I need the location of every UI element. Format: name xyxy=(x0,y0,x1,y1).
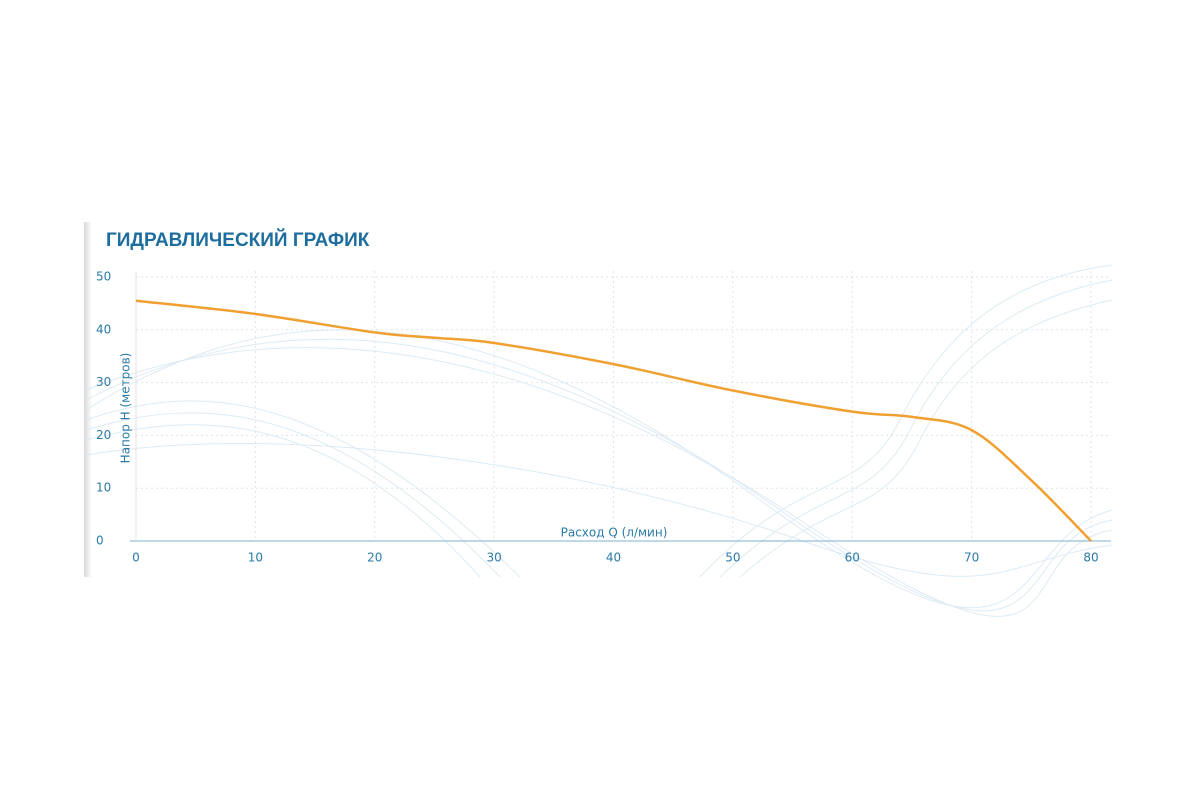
data-line xyxy=(135,299,1092,542)
y-tick-label: 40 xyxy=(96,322,111,336)
x-tick-label: 40 xyxy=(606,551,621,565)
x-tick-label: 0 xyxy=(132,551,140,565)
y-tick-label: 10 xyxy=(96,481,111,495)
y-tick-label: 20 xyxy=(96,428,111,442)
x-tick-label: 60 xyxy=(845,551,860,565)
y-tick-label: 50 xyxy=(96,270,111,284)
background-waves xyxy=(85,264,1113,617)
x-tick-label: 70 xyxy=(964,551,979,565)
y-axis-label: Напор Н (метров) xyxy=(119,353,133,464)
x-tick-label: 50 xyxy=(725,551,740,565)
x-tick-label: 30 xyxy=(486,551,501,565)
x-tick-label: 80 xyxy=(1083,551,1098,565)
y-tick-label: 0 xyxy=(96,534,104,548)
x-tick-label: 20 xyxy=(367,551,382,565)
chart-title: ГИДРАВЛИЧЕСКИЙ ГРАФИК xyxy=(106,229,370,251)
x-tick-label: 10 xyxy=(248,551,263,565)
y-tick-label: 30 xyxy=(96,375,111,389)
